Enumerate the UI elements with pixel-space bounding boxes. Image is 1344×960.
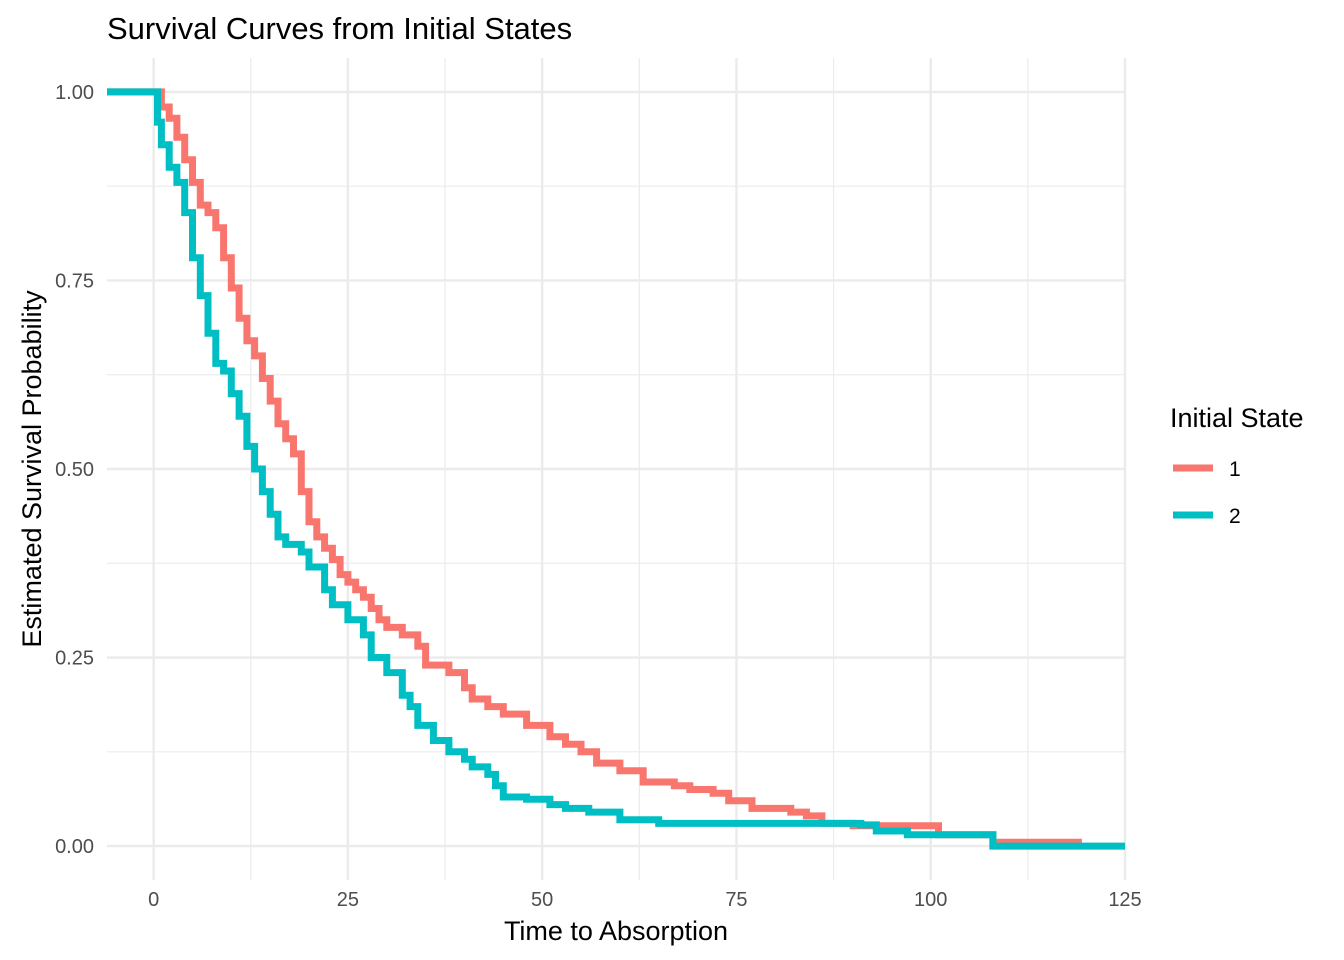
x-tick-label: 125 bbox=[1108, 889, 1141, 911]
x-tick-label: 75 bbox=[725, 889, 747, 911]
legend-label-1: 1 bbox=[1229, 458, 1241, 481]
series-lines bbox=[107, 88, 1125, 850]
y-axis-title: Estimated Survival Probability bbox=[17, 290, 47, 648]
x-tick-label: 0 bbox=[148, 889, 159, 911]
legend-label-2: 2 bbox=[1229, 505, 1241, 528]
y-tick-label: 0.50 bbox=[55, 459, 94, 481]
x-tick-label: 50 bbox=[531, 889, 553, 911]
grid bbox=[107, 58, 1127, 880]
legend: Initial State 1 2 bbox=[1170, 403, 1304, 528]
x-axis-ticks: 0 25 50 75 100 125 bbox=[148, 889, 1142, 911]
x-axis-title: Time to Absorption bbox=[504, 916, 728, 946]
series-line-1 bbox=[107, 88, 1082, 847]
x-tick-label: 25 bbox=[337, 889, 359, 911]
y-tick-label: 1.00 bbox=[55, 82, 94, 104]
y-tick-label: 0.00 bbox=[55, 836, 94, 858]
y-tick-label: 0.75 bbox=[55, 270, 94, 292]
y-axis-ticks: 0.00 0.25 0.50 0.75 1.00 bbox=[55, 82, 94, 858]
chart-title: Survival Curves from Initial States bbox=[107, 11, 572, 46]
x-tick-label: 100 bbox=[914, 889, 947, 911]
series-line-2 bbox=[107, 88, 1125, 850]
legend-title: Initial State bbox=[1170, 403, 1304, 433]
y-tick-label: 0.25 bbox=[55, 648, 94, 670]
